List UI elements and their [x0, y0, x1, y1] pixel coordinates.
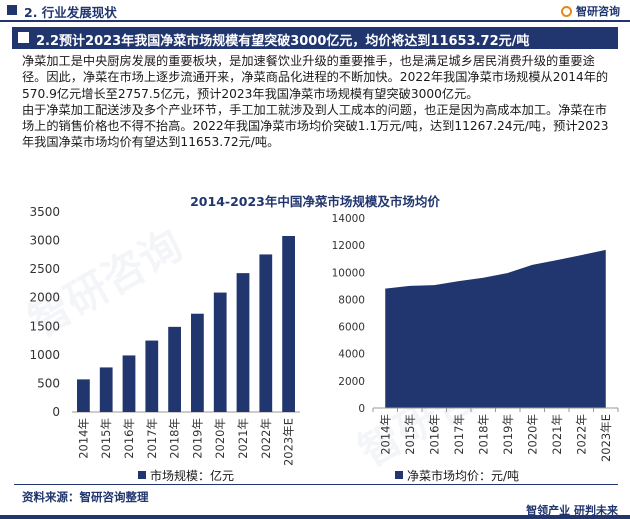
- y-tick-label: 2000: [29, 291, 60, 305]
- bottom-strip: [0, 515, 630, 519]
- square-bullet-icon: [7, 5, 17, 15]
- header-divider: [0, 20, 630, 22]
- bar: [259, 254, 273, 412]
- x-tick-label: 2016年: [122, 418, 136, 459]
- x-tick-label: 2023年E: [282, 418, 296, 466]
- bar: [145, 340, 159, 412]
- slogan: 智领产业 研判未来: [526, 504, 618, 517]
- price-area: [385, 249, 606, 408]
- legend-swatch: [395, 471, 403, 479]
- x-tick-label: 2018年: [168, 418, 182, 459]
- source-note: 资料来源：智研咨询整理: [22, 490, 149, 504]
- y-tick-label: 0: [52, 405, 60, 419]
- y-tick-label: 1000: [29, 348, 60, 362]
- brand-logo: 智研咨询: [561, 3, 620, 19]
- y-tick-label: 2000: [338, 376, 365, 388]
- bar: [236, 273, 250, 412]
- y-tick-label: 6000: [338, 322, 365, 334]
- section-title: 2. 行业发展现状: [24, 5, 117, 20]
- x-tick-label: 2022年: [259, 418, 273, 459]
- bar: [168, 326, 181, 412]
- y-tick-label: 12000: [332, 240, 365, 252]
- y-tick-label: 14000: [332, 213, 365, 225]
- x-tick-label: 2018年: [476, 414, 490, 455]
- legend-label: 市场规模：亿元: [150, 468, 234, 483]
- price-area-chart: 0 2000 4000 6000 8000 10000 12000 14000 2014年 201…: [332, 213, 619, 483]
- x-tick-label: 2019年: [501, 414, 515, 455]
- footer-divider: [14, 484, 618, 485]
- y-tick-label: 10000: [332, 267, 365, 279]
- y-tick-label: 0: [358, 403, 365, 415]
- legend-label: 净菜市场均价：元/吨: [407, 468, 519, 483]
- chart-title: 2014-2023年中国净菜市场规模及市场均价: [190, 194, 440, 209]
- body-text: 净菜加工是中央厨房发展的重要板块，是加速餐饮业升级的重要推手，也是满足城乡居民消…: [22, 53, 618, 151]
- bar: [282, 236, 295, 412]
- x-tick-label: 2015年: [99, 418, 113, 459]
- market-size-bar-chart: 0 500 1000 1500 2000 2500 3000 3500 2014年 2015年 20…: [29, 205, 300, 483]
- x-tick-label: 2017年: [145, 418, 159, 459]
- square-bullet-icon: [18, 32, 29, 43]
- y-tick-label: 8000: [338, 294, 365, 306]
- bar: [77, 379, 90, 412]
- x-tick-label: 2015年: [403, 414, 417, 455]
- zhiyan-logo-icon: [561, 5, 572, 17]
- x-tick-label: 2016年: [427, 414, 441, 455]
- y-tick-label: 3500: [29, 205, 60, 219]
- x-tick-label: 2014年: [378, 414, 392, 455]
- x-tick-label: 2017年: [452, 414, 466, 455]
- x-tick-label: 2023年E: [599, 414, 613, 462]
- x-tick-label: 2014年: [76, 418, 90, 459]
- y-tick-label: 1500: [29, 319, 60, 333]
- page-header: 2. 行业发展现状 智研咨询: [0, 0, 630, 24]
- y-tick-label: 2500: [29, 262, 60, 276]
- paragraph: 由于净菜加工配送涉及多个产业环节，手工加工就涉及到人工成本的问题，也正是因为高成…: [22, 102, 609, 150]
- x-tick-label: 2021年: [236, 418, 250, 459]
- x-tick-label: 2022年: [574, 414, 588, 455]
- x-tick-label: 2020年: [213, 418, 227, 459]
- x-tick-label: 2021年: [550, 414, 564, 455]
- bar: [191, 313, 204, 412]
- bar: [213, 292, 227, 412]
- legend-swatch: [138, 471, 146, 479]
- y-tick-label: 4000: [338, 349, 365, 361]
- brand-logo-text: 智研咨询: [576, 5, 620, 18]
- x-tick-label: 2019年: [190, 418, 204, 459]
- title-bar-text: 2.2预计2023年我国净菜市场规模有望突破3000亿元，均价将达到11653.…: [36, 34, 530, 49]
- y-tick-label: 3000: [29, 234, 60, 248]
- y-tick-label: 500: [37, 376, 60, 390]
- paragraph: 净菜加工是中央厨房发展的重要板块，是加速餐饮业升级的重要推手，也是满足城乡居民消…: [22, 54, 609, 101]
- bar: [99, 367, 113, 412]
- title-bar: 2.2预计2023年我国净菜市场规模有望突破3000亿元，均价将达到11653.…: [12, 27, 618, 49]
- x-tick-label: 2020年: [525, 414, 539, 455]
- bar: [122, 355, 136, 412]
